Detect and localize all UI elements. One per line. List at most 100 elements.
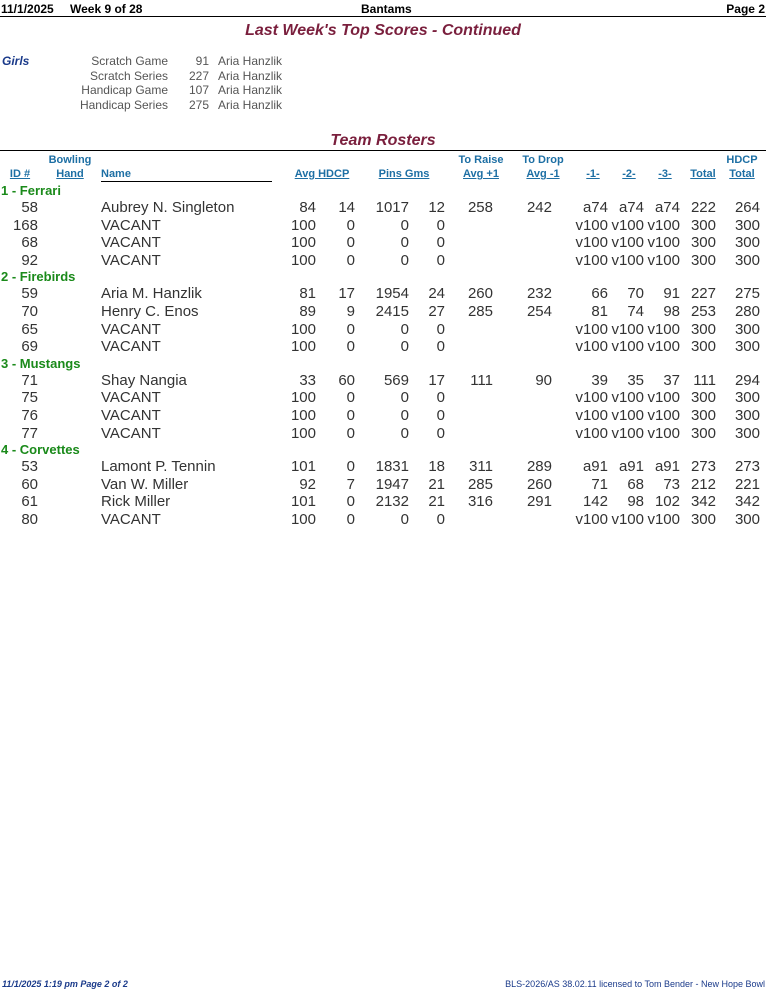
cell-hdcp-total: 280 bbox=[734, 303, 760, 320]
cell-id: 168 bbox=[12, 216, 38, 234]
cell-hdcp: 0 bbox=[346, 320, 355, 338]
cell-avg: 81 bbox=[299, 285, 316, 303]
cell-avg: 100 bbox=[290, 424, 316, 442]
col-avg-hdcp: Avg HDCP bbox=[294, 168, 350, 180]
cell-g1: 81 bbox=[591, 303, 608, 320]
cell-name: Henry C. Enos bbox=[101, 303, 199, 320]
top-score-name: Aria Hanzlik bbox=[218, 97, 283, 112]
cell-raise: 285 bbox=[467, 303, 493, 320]
cell-raise: 316 bbox=[467, 493, 493, 511]
cell-hdcp: 0 bbox=[346, 389, 355, 407]
cell-gms: 0 bbox=[436, 407, 445, 424]
top-score-name: Aria Hanzlik bbox=[218, 83, 283, 97]
top-score-value: 227 bbox=[188, 68, 209, 83]
footer-timestamp: 11/1/2025 1:19 pm Page 2 of 2 bbox=[2, 979, 128, 989]
col-hdcp-total: HDCP Total bbox=[726, 154, 758, 180]
cell-name: Aria M. Hanzlik bbox=[101, 285, 202, 303]
cell-g3: v100 bbox=[647, 511, 680, 528]
col-to-raise: To Raise Avg +1 bbox=[458, 154, 504, 180]
roster-row: 70 Henry C. Enos 89 9 2415 27 285 254 81 74 98 253 2… bbox=[0, 303, 768, 321]
top-score-label: Scratch Series bbox=[89, 68, 168, 83]
cell-g3: v100 bbox=[647, 234, 680, 252]
cell-hdcp: 0 bbox=[346, 251, 355, 269]
cell-total: 300 bbox=[690, 251, 716, 269]
cell-id: 70 bbox=[21, 303, 38, 320]
cell-drop: 254 bbox=[526, 303, 552, 320]
cell-avg: 100 bbox=[290, 320, 316, 338]
cell-total: 111 bbox=[693, 371, 716, 389]
cell-name: VACANT bbox=[101, 511, 161, 528]
cell-g2: v100 bbox=[611, 511, 644, 528]
cell-g1: v100 bbox=[575, 320, 608, 338]
cell-gms: 0 bbox=[436, 511, 445, 528]
cell-pins: 1831 bbox=[375, 458, 409, 476]
cell-hdcp: 0 bbox=[346, 511, 355, 528]
cell-name: VACANT bbox=[101, 216, 161, 234]
cell-id: 77 bbox=[21, 424, 38, 442]
cell-id: 53 bbox=[21, 458, 38, 476]
cell-g3: 37 bbox=[663, 371, 680, 389]
cell-name: Aubrey N. Singleton bbox=[101, 199, 235, 216]
cell-g3: 91 bbox=[663, 285, 680, 303]
cell-pins: 1947 bbox=[375, 475, 409, 493]
rosters-divider bbox=[0, 150, 766, 151]
cell-id: 69 bbox=[21, 338, 38, 356]
report-week: Week 9 of 28 bbox=[70, 2, 143, 16]
cell-gms: 0 bbox=[436, 251, 445, 269]
cell-pins: 0 bbox=[400, 511, 409, 528]
cell-avg: 89 bbox=[299, 303, 316, 320]
cell-total: 212 bbox=[690, 475, 716, 493]
top-score-name: Aria Hanzlik bbox=[218, 68, 283, 83]
cell-pins: 2415 bbox=[375, 303, 409, 320]
cell-g1: v100 bbox=[575, 216, 608, 234]
col-name: Name bbox=[101, 168, 131, 180]
cell-g3: v100 bbox=[647, 424, 680, 442]
name-underline bbox=[101, 181, 272, 182]
cell-gms: 0 bbox=[436, 424, 445, 442]
cell-raise: 111 bbox=[470, 371, 493, 389]
cell-hdcp-total: 294 bbox=[734, 371, 760, 389]
cell-g3: v100 bbox=[647, 320, 680, 338]
cell-hdcp-total: 300 bbox=[734, 216, 760, 234]
cell-hdcp: 9 bbox=[346, 303, 355, 320]
cell-drop: 260 bbox=[526, 475, 552, 493]
cell-pins: 0 bbox=[400, 407, 409, 424]
cell-id: 60 bbox=[21, 475, 38, 493]
cell-g2: 68 bbox=[627, 475, 644, 493]
top-score-label: Handicap Game bbox=[81, 83, 168, 97]
cell-pins: 0 bbox=[400, 320, 409, 338]
cell-g1: 39 bbox=[591, 371, 608, 389]
rosters-title: Team Rosters bbox=[330, 132, 436, 149]
cell-total: 300 bbox=[690, 389, 716, 407]
cell-name: VACANT bbox=[101, 389, 161, 407]
cell-hdcp-total: 273 bbox=[734, 458, 760, 476]
cell-total: 300 bbox=[690, 338, 716, 356]
cell-gms: 21 bbox=[428, 475, 445, 493]
cell-total: 300 bbox=[690, 320, 716, 338]
cell-hdcp-total: 300 bbox=[734, 424, 760, 442]
cell-hdcp: 0 bbox=[346, 338, 355, 356]
cell-g2: v100 bbox=[611, 234, 644, 252]
cell-gms: 21 bbox=[428, 493, 445, 511]
cell-name: Van W. Miller bbox=[101, 475, 189, 493]
cell-raise: 260 bbox=[467, 285, 493, 303]
cell-hdcp-total: 342 bbox=[734, 493, 760, 511]
cell-raise: 311 bbox=[469, 458, 493, 476]
cell-g2: v100 bbox=[611, 251, 644, 269]
cell-gms: 12 bbox=[428, 199, 445, 216]
cell-hdcp-total: 300 bbox=[734, 234, 760, 252]
cell-id: 92 bbox=[21, 251, 38, 269]
cell-g1: v100 bbox=[575, 407, 608, 424]
cell-hdcp-total: 300 bbox=[734, 251, 760, 269]
cell-hdcp: 17 bbox=[338, 285, 355, 303]
cell-g1: a74 bbox=[582, 199, 608, 216]
cell-gms: 0 bbox=[436, 320, 445, 338]
col-game-3: -3- bbox=[658, 168, 672, 180]
cell-g3: 98 bbox=[663, 303, 680, 320]
footer-license: BLS-2026/AS 38.02.11 licensed to Tom Ben… bbox=[505, 979, 765, 989]
col-bowling-hand: Bowling Hand bbox=[48, 154, 92, 180]
cell-hdcp-total: 300 bbox=[734, 407, 760, 424]
cell-g1: v100 bbox=[575, 338, 608, 356]
cell-drop: 242 bbox=[526, 199, 552, 216]
cell-pins: 0 bbox=[400, 389, 409, 407]
